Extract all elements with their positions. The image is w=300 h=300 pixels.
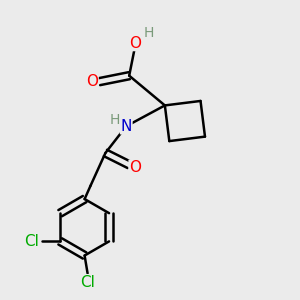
Text: Cl: Cl xyxy=(25,234,39,249)
Text: O: O xyxy=(86,74,98,89)
Text: H: H xyxy=(109,113,119,127)
Text: H: H xyxy=(143,26,154,40)
Text: N: N xyxy=(121,119,132,134)
Text: O: O xyxy=(129,160,141,175)
Text: Cl: Cl xyxy=(80,275,95,290)
Text: O: O xyxy=(129,35,141,50)
